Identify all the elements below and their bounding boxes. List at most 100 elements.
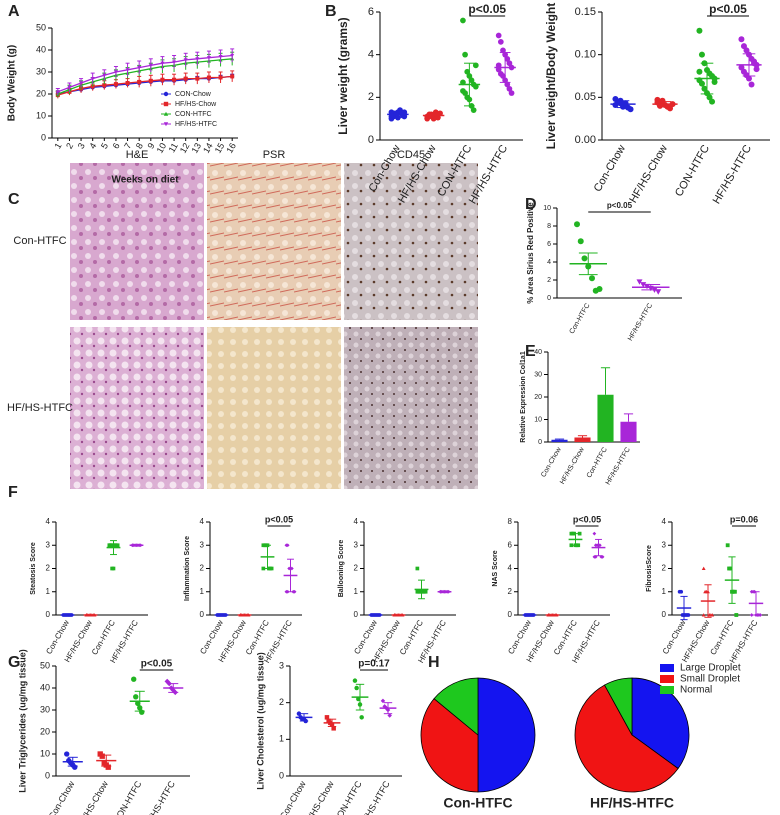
- data-point: [749, 613, 754, 617]
- data-point: [506, 60, 513, 67]
- y-tick-label: 4: [200, 517, 205, 526]
- data-point: [108, 543, 113, 548]
- micrograph: [70, 163, 204, 320]
- y-axis-title: Steatosis Score: [30, 542, 37, 595]
- y-tick-label: 4: [354, 517, 359, 526]
- micrograph: [344, 327, 478, 489]
- y-tick-label: 20: [36, 88, 46, 98]
- pie-slice: [420, 698, 479, 793]
- data-point: [55, 90, 60, 94]
- y-tick-label: 0: [41, 132, 46, 142]
- x-tick-label: 7: [122, 141, 133, 150]
- data-point: [218, 75, 223, 80]
- pie-slice: [477, 677, 536, 793]
- y-tick-label: 6: [368, 6, 374, 18]
- data-point: [206, 56, 211, 60]
- data-point: [696, 27, 703, 34]
- y-axis-title: FibrosisScore: [646, 545, 653, 592]
- data-point: [748, 81, 755, 88]
- bar: [574, 437, 591, 442]
- x-tick-label: 16: [224, 141, 238, 155]
- significance-label: p=0.17: [358, 659, 390, 670]
- data-point: [468, 77, 475, 84]
- data-point: [577, 238, 584, 245]
- y-tick-label: 40: [36, 44, 46, 54]
- bar: [551, 439, 568, 442]
- panel-label: H: [428, 654, 440, 671]
- y-tick-label: 0: [508, 610, 513, 619]
- y-tick-label: 20: [534, 394, 542, 401]
- y-tick-label: 2: [279, 697, 284, 707]
- significance-label: p<0.05: [607, 201, 633, 210]
- row-label: Con-HTFC: [13, 235, 66, 247]
- data-point: [380, 698, 386, 704]
- data-point: [758, 613, 763, 617]
- y-tick-label: 40: [534, 349, 542, 356]
- x-tick-label: Con-Chow: [592, 143, 628, 194]
- legend-label: CON-Chow: [175, 91, 212, 98]
- y-tick-label: 10: [36, 110, 46, 120]
- data-point: [460, 17, 466, 24]
- data-point: [506, 85, 513, 92]
- data-point: [679, 589, 684, 594]
- data-point: [105, 764, 111, 770]
- data-point: [500, 47, 506, 54]
- panel-label: F: [8, 484, 18, 501]
- y-tick-label: 8: [547, 223, 551, 230]
- data-point: [111, 566, 116, 571]
- y-tick-label: 0: [45, 770, 50, 780]
- data-point: [131, 676, 137, 682]
- x-tick-label: 11: [167, 141, 180, 154]
- y-tick-label: 2: [662, 564, 667, 573]
- data-point: [698, 80, 705, 87]
- data-point: [732, 589, 737, 594]
- pie-slice: [631, 677, 690, 770]
- panel-label: C: [8, 191, 20, 208]
- y-tick-label: 6: [547, 241, 551, 248]
- x-tick-label: 4: [87, 141, 98, 150]
- y-tick-label: 4: [662, 517, 667, 526]
- x-tick-label: CON-HTFC: [332, 779, 364, 815]
- y-tick-label: 10: [40, 748, 50, 758]
- significance-label: p=0.06: [730, 514, 758, 524]
- data-point: [261, 566, 266, 571]
- data-point: [686, 613, 691, 617]
- data-point: [600, 555, 605, 559]
- x-tick-label: CON-HTFC: [111, 779, 143, 815]
- data-point: [728, 566, 733, 571]
- data-point: [296, 711, 302, 716]
- pie-slice: [433, 677, 479, 736]
- x-tick-label: 10: [155, 141, 169, 155]
- y-tick-label: 40: [40, 682, 50, 692]
- x-tick-label: 14: [201, 141, 215, 155]
- line: [57, 58, 233, 95]
- pie-slice: [574, 684, 679, 793]
- x-tick-label: Con-Chow: [661, 618, 688, 655]
- y-tick-label: 8: [508, 517, 513, 526]
- data-point: [701, 613, 706, 617]
- x-tick-label: HF/HS-HTFC: [141, 779, 177, 815]
- y-axis-title: Inflammation Score: [184, 536, 191, 601]
- data-point: [464, 68, 471, 75]
- data-point: [285, 543, 290, 548]
- data-point: [148, 78, 153, 83]
- data-point: [734, 613, 739, 617]
- y-tick-label: 0.15: [575, 6, 596, 18]
- x-tick-label: 13: [189, 141, 203, 155]
- data-point: [102, 83, 107, 88]
- data-point: [125, 68, 130, 72]
- pie-title: Con-HTFC: [443, 795, 512, 811]
- y-tick-label: 30: [534, 371, 542, 378]
- data-point: [133, 694, 139, 700]
- y-tick-label: 3: [662, 540, 667, 549]
- data-point: [172, 60, 177, 65]
- data-point: [497, 39, 504, 45]
- y-axis-title: Liver Triglycerides (ug/mg tissue): [17, 649, 27, 793]
- legend-swatch: [660, 675, 674, 683]
- y-tick-label: 10: [534, 416, 542, 423]
- data-point: [738, 36, 745, 43]
- bar: [597, 394, 614, 442]
- data-point: [218, 55, 223, 59]
